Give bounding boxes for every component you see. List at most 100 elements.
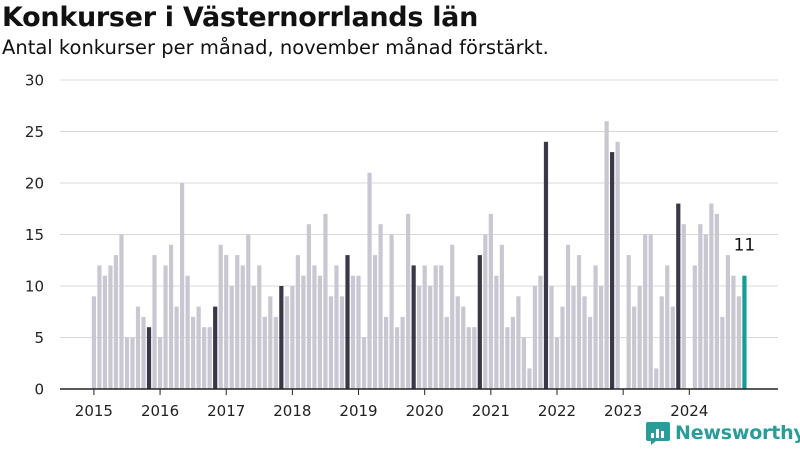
bar: [560, 306, 565, 389]
bar: [301, 275, 306, 389]
bar: [389, 234, 394, 389]
x-tick-label: 2015: [75, 402, 113, 420]
bar: [361, 337, 367, 389]
bar: [174, 306, 179, 389]
bar: [135, 306, 141, 389]
bar-november: [411, 265, 416, 389]
bar-november: [543, 141, 549, 389]
bar: [725, 255, 730, 389]
x-tick-label: 2019: [339, 402, 377, 420]
bar: [692, 265, 697, 389]
bar-november: [146, 327, 152, 389]
bar: [130, 337, 135, 389]
bar: [108, 265, 113, 389]
bar: [372, 255, 378, 389]
y-tick-label: 30: [25, 72, 44, 90]
bar-november: [279, 286, 284, 389]
bar: [395, 327, 400, 389]
bar: [262, 316, 267, 389]
bar: [235, 255, 240, 389]
bar: [455, 296, 460, 389]
bar: [731, 275, 736, 389]
bar: [433, 265, 438, 389]
bar: [196, 306, 201, 389]
bar: [257, 265, 262, 389]
bar: [521, 337, 527, 389]
bar: [565, 244, 571, 389]
bar: [207, 327, 212, 389]
bar: [124, 337, 130, 389]
bar: [637, 286, 642, 389]
bar: [295, 255, 300, 389]
bar: [218, 244, 223, 389]
bar: [102, 275, 108, 389]
bar: [350, 275, 356, 389]
bar: [406, 213, 411, 389]
bar: [334, 265, 339, 389]
x-tick-label: 2024: [670, 402, 708, 420]
bar: [328, 296, 334, 389]
bar: [483, 234, 488, 389]
bar: [593, 265, 598, 389]
bar: [251, 286, 256, 389]
bar: [654, 368, 659, 389]
bar: [499, 244, 504, 389]
bar-november: [213, 306, 218, 389]
bar: [224, 255, 229, 389]
bar: [665, 265, 670, 389]
bar: [615, 141, 620, 389]
bar: [538, 275, 543, 389]
bar: [378, 224, 383, 389]
bar: [709, 203, 714, 389]
x-tick-label: 2023: [604, 402, 642, 420]
bar: [643, 234, 648, 389]
bar: [466, 327, 471, 389]
bar: [681, 224, 686, 389]
y-tick-label: 25: [25, 123, 44, 141]
y-tick-label: 5: [34, 329, 44, 347]
bar: [527, 368, 532, 389]
bar: [367, 172, 372, 389]
newsworthy-logo-icon: [646, 422, 670, 445]
bar: [356, 275, 361, 389]
x-tick-label: 2021: [472, 402, 510, 420]
bar-november: [477, 255, 482, 389]
bar: [422, 265, 427, 389]
bar: [273, 316, 278, 389]
y-tick-label: 0: [34, 381, 44, 399]
bar: [163, 265, 168, 389]
bar: [703, 234, 708, 389]
bar: [202, 327, 207, 389]
bar-november: [676, 203, 681, 389]
bar: [91, 296, 96, 389]
bar: [604, 121, 609, 389]
x-tick-label: 2017: [207, 402, 245, 420]
x-tick-label: 2016: [141, 402, 179, 420]
bar: [571, 286, 576, 389]
bar: [168, 244, 174, 389]
bar: [383, 316, 389, 389]
bar: [97, 265, 102, 389]
bar: [119, 234, 124, 389]
bar: [582, 296, 587, 389]
bar: [152, 255, 157, 389]
bar: [240, 265, 245, 389]
bar: [698, 224, 703, 389]
bar: [444, 316, 449, 389]
bar: [268, 296, 273, 389]
bar: [246, 234, 251, 389]
bar: [648, 234, 653, 389]
chart-title: Konkurser i Västernorrlands län: [2, 2, 479, 33]
x-tick-label: 2018: [273, 402, 311, 420]
bar: [461, 306, 466, 389]
bar: [323, 213, 328, 389]
bar: [632, 306, 637, 389]
bar: [714, 213, 719, 389]
bar: [339, 296, 345, 389]
bar: [290, 286, 295, 389]
chart-subtitle: Antal konkurser per månad, november måna…: [2, 36, 549, 59]
bar: [312, 265, 317, 389]
bar: [450, 244, 455, 389]
bar: [554, 337, 560, 389]
